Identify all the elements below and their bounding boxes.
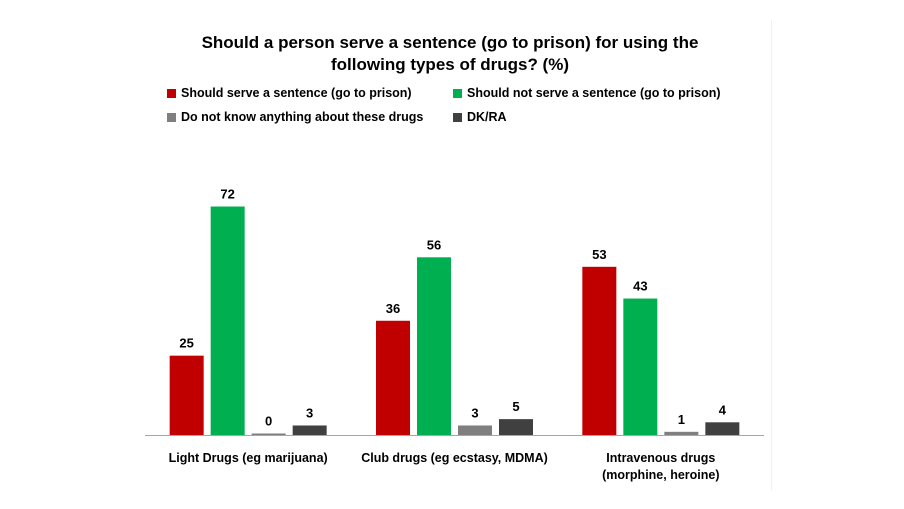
- data-label-dk-ra-3: 4: [719, 402, 727, 417]
- legend-item-should-serve: Should serve a sentence (go to prison): [167, 86, 412, 100]
- legend-item-do-not-know: Do not know anything about these drugs: [167, 110, 423, 124]
- bar-do-not-know-anything-about-these-drugs-3: [664, 431, 699, 435]
- data-label-should-not-serve-a-sentence-go-to-prison-2: 56: [427, 237, 441, 252]
- chart-legend: Should serve a sentence (go to prison) S…: [167, 86, 767, 126]
- data-label-should-not-serve-a-sentence-go-to-prison-3: 43: [633, 279, 647, 294]
- chart-title-line-2: following types of drugs? (%): [331, 55, 569, 74]
- legend-label-should-not-serve: Should not serve a sentence (go to priso…: [467, 86, 721, 100]
- bar-should-not-serve-a-sentence-go-to-prison-3: [623, 298, 658, 435]
- legend-item-should-not-serve: Should not serve a sentence (go to priso…: [453, 86, 721, 100]
- bar-should-serve-a-sentence-go-to-prison-2: [376, 320, 410, 435]
- data-label-dk-ra-2: 5: [512, 399, 519, 414]
- bar-dk-ra-3: [705, 422, 740, 435]
- legend-swatch-should-serve: [167, 88, 176, 98]
- legend-label-should-serve: Should serve a sentence (go to prison): [181, 86, 412, 100]
- bar-do-not-know-anything-about-these-drugs-1: [251, 433, 286, 435]
- bar-should-not-serve-a-sentence-go-to-prison-1: [210, 206, 245, 435]
- data-label-should-not-serve-a-sentence-go-to-prison-1: 72: [220, 187, 234, 202]
- data-label-dk-ra-1: 3: [306, 405, 313, 420]
- legend-label-dk-ra: DK/RA: [467, 110, 507, 124]
- chart-title: Should a person serve a sentence (go to …: [150, 32, 750, 76]
- bar-should-not-serve-a-sentence-go-to-prison-2: [417, 257, 451, 435]
- x-tick-label-1: Light Drugs (eg marijuana): [169, 451, 328, 465]
- data-label-do-not-know-anything-about-these-drugs-3: 1: [678, 412, 685, 427]
- legend-swatch-dk-ra: [453, 112, 462, 122]
- bar-do-not-know-anything-about-these-drugs-2: [458, 425, 492, 435]
- x-tick-label-3: Intravenous drugs (morphine, heroine): [602, 451, 719, 482]
- data-label-should-serve-a-sentence-go-to-prison-3: 53: [592, 247, 606, 262]
- legend-swatch-should-not-serve: [453, 88, 462, 98]
- legend-item-dk-ra: DK/RA: [453, 110, 507, 124]
- data-label-should-serve-a-sentence-go-to-prison-2: 36: [386, 301, 400, 316]
- legend-swatch-do-not-know: [167, 112, 176, 122]
- x-tick-label-2: Club drugs (eg ecstasy, MDMA): [361, 451, 548, 465]
- chart-title-line-1: Should a person serve a sentence (go to …: [201, 33, 699, 52]
- legend-label-do-not-know: Do not know anything about these drugs: [181, 110, 424, 124]
- data-label-do-not-know-anything-about-these-drugs-2: 3: [471, 405, 478, 420]
- bar-should-serve-a-sentence-go-to-prison-3: [582, 266, 617, 435]
- bar-dk-ra-2: [499, 419, 533, 435]
- frame-divider: [771, 20, 772, 490]
- data-label-should-serve-a-sentence-go-to-prison-1: 25: [179, 336, 193, 351]
- bar-should-serve-a-sentence-go-to-prison-1: [169, 355, 204, 435]
- bar-dk-ra-1: [292, 425, 327, 435]
- data-label-do-not-know-anything-about-these-drugs-1: 0: [265, 414, 272, 429]
